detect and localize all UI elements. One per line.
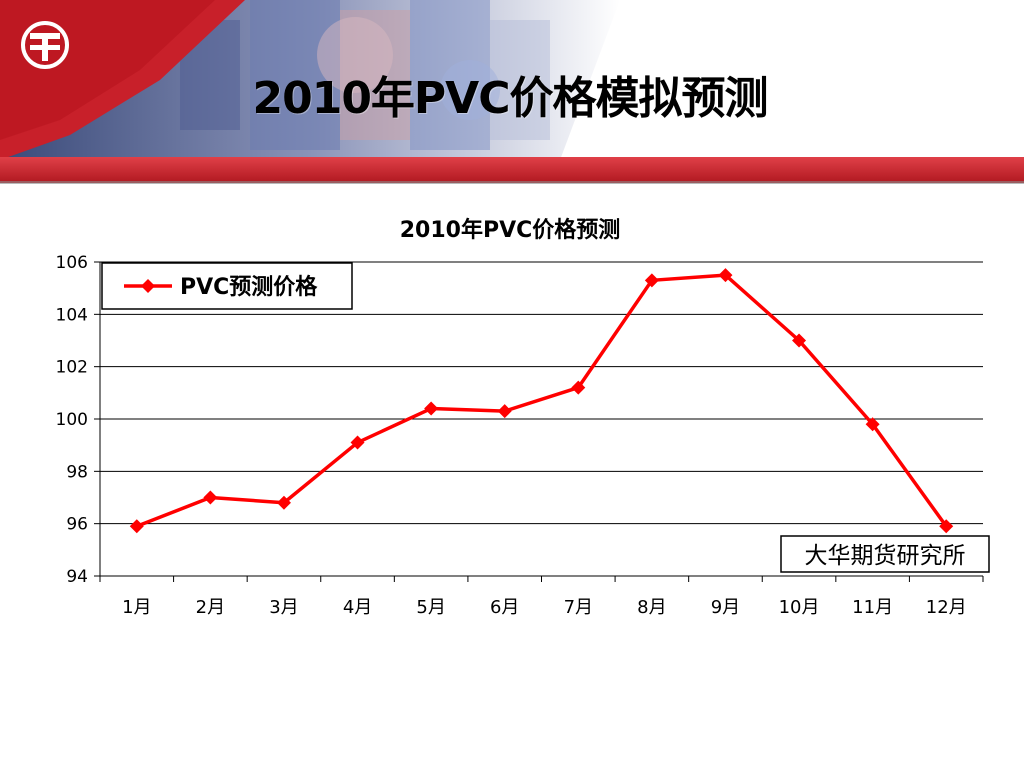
data-point-marker xyxy=(865,417,880,432)
chart-legend: PVC预测价格 xyxy=(101,262,353,310)
y-tick-label: 100 xyxy=(56,410,88,430)
x-tick-label: 9月 xyxy=(711,597,740,618)
data-point-marker xyxy=(497,404,512,419)
x-tick-label: 3月 xyxy=(269,597,298,618)
x-tick-label: 12月 xyxy=(926,597,967,618)
x-tick-label: 7月 xyxy=(564,597,593,618)
data-point-marker xyxy=(571,380,586,395)
source-label: 大华期货研究所 xyxy=(805,543,966,569)
slide-title: 2010年PVC价格模拟预测 xyxy=(252,73,768,124)
data-point-marker xyxy=(792,333,807,348)
company-logo-icon xyxy=(21,21,69,69)
y-tick-label: 104 xyxy=(56,305,88,325)
data-point-marker xyxy=(718,268,733,283)
data-point-marker xyxy=(424,401,439,416)
data-point-marker xyxy=(276,495,291,510)
y-tick-label: 106 xyxy=(56,253,88,273)
chart-grid xyxy=(100,261,983,525)
header-banner xyxy=(0,0,1024,190)
banner-red-bar xyxy=(0,157,1024,183)
chart-source-box: 大华期货研究所 xyxy=(780,535,990,573)
x-tick-label: 2月 xyxy=(196,597,225,618)
x-tick-label: 1月 xyxy=(122,597,151,618)
data-point-marker xyxy=(203,490,218,505)
x-tick-label: 10月 xyxy=(779,597,820,618)
x-tick-label: 11月 xyxy=(852,597,893,618)
legend-marker-swatch xyxy=(141,279,155,293)
banner-photo-collage xyxy=(0,0,1024,160)
x-tick-label: 6月 xyxy=(490,597,519,618)
x-tick-label: 5月 xyxy=(416,597,445,618)
chart-axes: 94 96 98 100 102 104 106 1月 2月 3月 4月 5月 6月 7月 8月 9月 10月 1… xyxy=(56,253,984,618)
x-tick-label: 8月 xyxy=(637,597,666,618)
y-tick-label: 102 xyxy=(56,358,88,378)
y-tick-label: 96 xyxy=(66,515,88,535)
legend-label: PVC预测价格 xyxy=(180,274,318,300)
data-point-marker xyxy=(350,435,365,450)
data-point-marker xyxy=(644,273,659,288)
data-point-marker xyxy=(129,519,144,534)
line-chart: 2010年PVC价格预测 94 96 98 100 102 104 106 1月 2月 3月 4月 5… xyxy=(56,217,990,618)
data-point-marker xyxy=(939,519,954,534)
chart-series xyxy=(129,268,954,534)
series-line xyxy=(136,273,948,528)
y-tick-label: 98 xyxy=(66,462,88,482)
source-box xyxy=(780,535,990,573)
chart-title: 2010年PVC价格预测 xyxy=(400,217,621,243)
x-tick-label: 4月 xyxy=(343,597,372,618)
y-tick-label: 94 xyxy=(66,567,88,587)
